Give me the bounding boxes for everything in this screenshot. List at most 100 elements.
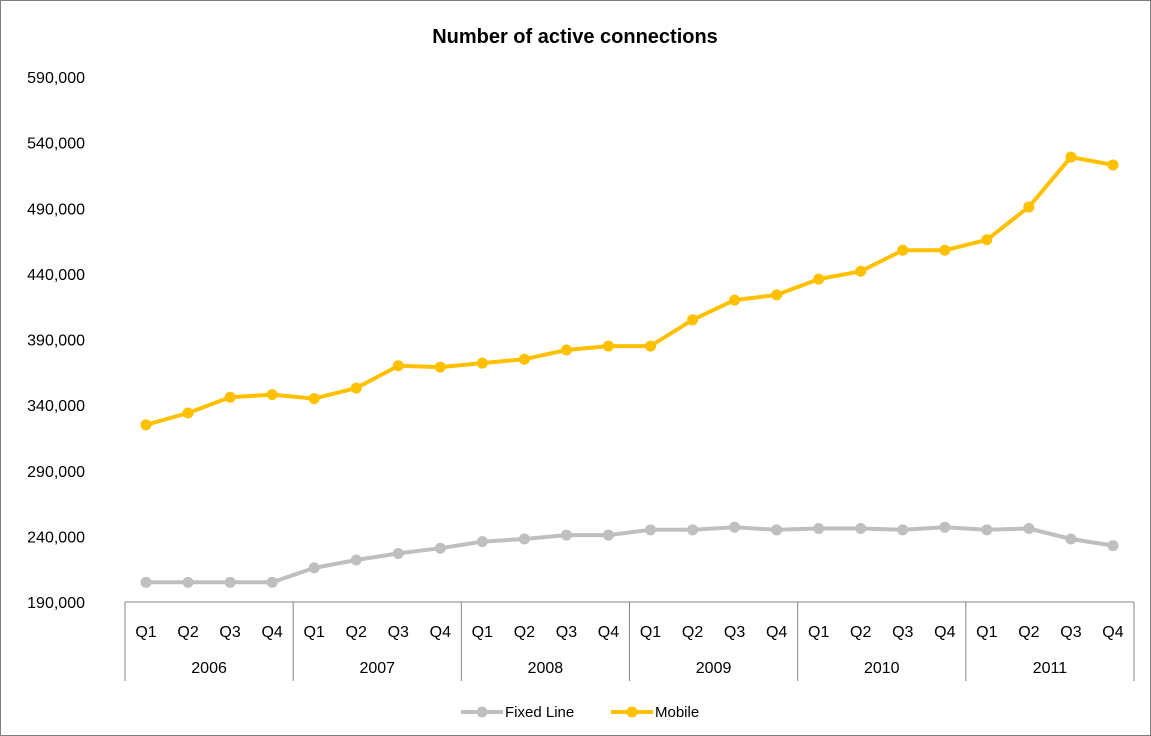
- x-tick-quarter-label: Q1: [808, 624, 829, 641]
- data-point: [813, 273, 825, 285]
- x-tick-quarter-label: Q4: [430, 624, 451, 641]
- x-tick-year-label: 2006: [191, 660, 227, 677]
- data-point: [1107, 159, 1119, 171]
- data-point: [687, 314, 699, 326]
- data-point: [729, 294, 741, 306]
- data-point: [308, 393, 320, 405]
- data-point: [1065, 151, 1077, 163]
- data-point: [939, 521, 951, 533]
- x-tick-year-label: 2011: [1033, 660, 1068, 677]
- data-point: [560, 344, 572, 356]
- y-tick-label: 440,000: [27, 267, 85, 284]
- data-point: [897, 524, 909, 536]
- y-tick-label: 590,000: [27, 70, 85, 87]
- data-point: [434, 361, 446, 373]
- y-tick-label: 540,000: [27, 136, 85, 153]
- data-point: [981, 524, 993, 536]
- x-tick-quarter-label: Q2: [514, 624, 535, 641]
- data-point: [729, 521, 741, 533]
- series-line-1: [145, 155, 1114, 427]
- data-point: [897, 244, 909, 256]
- legend-label: Mobile: [655, 704, 699, 721]
- x-tick-quarter-label: Q1: [304, 624, 325, 641]
- y-axis-labels: 190,000 240,000 290,000 340,000 390,000 440,0…: [27, 70, 85, 612]
- x-tick-quarter-label: Q4: [1102, 624, 1123, 641]
- data-point: [182, 407, 194, 419]
- data-point: [476, 357, 488, 369]
- y-tick-label: 390,000: [27, 333, 85, 350]
- x-tick-year-label: 2008: [528, 660, 564, 677]
- data-point: [224, 576, 236, 588]
- data-point: [266, 576, 278, 588]
- data-point: [392, 547, 404, 559]
- x-tick-quarter-label: Q3: [1060, 624, 1081, 641]
- data-point: [1065, 533, 1077, 545]
- data-point: [645, 524, 657, 536]
- data-point: [518, 353, 530, 365]
- data-point: [855, 265, 867, 277]
- x-tick-quarter-label: Q4: [766, 624, 787, 641]
- data-point: [560, 529, 572, 541]
- x-tick-year-label: 2010: [864, 660, 900, 677]
- x-tick-quarter-label: Q1: [472, 624, 493, 641]
- data-point: [350, 554, 362, 566]
- series-lines: [140, 151, 1119, 588]
- legend-marker-0: [476, 706, 488, 718]
- x-tick-quarter-label: Q4: [934, 624, 955, 641]
- data-point: [434, 542, 446, 554]
- x-tick-quarter-label: Q2: [1018, 624, 1039, 641]
- data-point: [224, 391, 236, 403]
- y-tick-label: 290,000: [27, 464, 85, 481]
- y-tick-label: 340,000: [27, 398, 85, 415]
- data-point: [939, 244, 951, 256]
- x-tick-quarter-label: Q2: [346, 624, 367, 641]
- data-point: [350, 382, 362, 394]
- y-tick-label: 240,000: [27, 529, 85, 546]
- data-point: [1023, 523, 1035, 534]
- data-point: [813, 523, 825, 534]
- x-tick-quarter-label: Q3: [556, 624, 577, 641]
- x-tick-quarter-label: Q1: [640, 624, 661, 641]
- x-tick-quarter-label: Q1: [976, 624, 997, 641]
- x-tick-quarter-label: Q3: [724, 624, 745, 641]
- x-axis: Q1 Q2 Q3 Q4 2006 Q1 Q2 Q3 Q4 2007 Q1 Q2 Q3 Q4 2008 Q1 Q2…: [124, 601, 1135, 681]
- y-tick-label: 490,000: [27, 201, 85, 218]
- data-point: [1107, 540, 1119, 552]
- data-point: [266, 389, 278, 401]
- data-point: [981, 234, 993, 246]
- data-point: [140, 419, 152, 431]
- x-tick-quarter-label: Q4: [261, 624, 282, 641]
- data-point: [476, 536, 488, 548]
- data-point: [687, 524, 699, 536]
- x-tick-year-label: 2009: [696, 660, 732, 677]
- legend-marker-1: [626, 706, 638, 718]
- x-tick-year-label: 2007: [359, 660, 395, 677]
- y-tick-label: 190,000: [27, 595, 85, 612]
- data-point: [771, 524, 783, 536]
- series-line-0: [146, 525, 1114, 585]
- x-tick-quarter-label: Q3: [388, 624, 409, 641]
- data-point: [645, 340, 657, 352]
- x-tick-quarter-label: Q1: [135, 624, 156, 641]
- chart-title: Number of active connections: [432, 26, 718, 48]
- data-point: [771, 289, 783, 301]
- legend: Fixed Line Mobile: [461, 704, 699, 721]
- x-tick-quarter-label: Q2: [177, 624, 198, 641]
- data-point: [602, 529, 614, 541]
- data-point: [182, 576, 194, 588]
- legend-label: Fixed Line: [505, 704, 574, 721]
- data-point: [392, 360, 404, 372]
- data-point: [855, 523, 867, 534]
- x-tick-quarter-label: Q3: [892, 624, 913, 641]
- x-tick-quarter-label: Q2: [850, 624, 871, 641]
- data-point: [518, 533, 530, 545]
- x-tick-quarter-label: Q4: [598, 624, 619, 641]
- data-point: [308, 562, 320, 574]
- x-tick-quarter-label: Q2: [682, 624, 703, 641]
- x-tick-quarter-label: Q3: [219, 624, 240, 641]
- data-point: [140, 576, 152, 588]
- data-point: [1023, 201, 1035, 213]
- data-point: [602, 340, 614, 352]
